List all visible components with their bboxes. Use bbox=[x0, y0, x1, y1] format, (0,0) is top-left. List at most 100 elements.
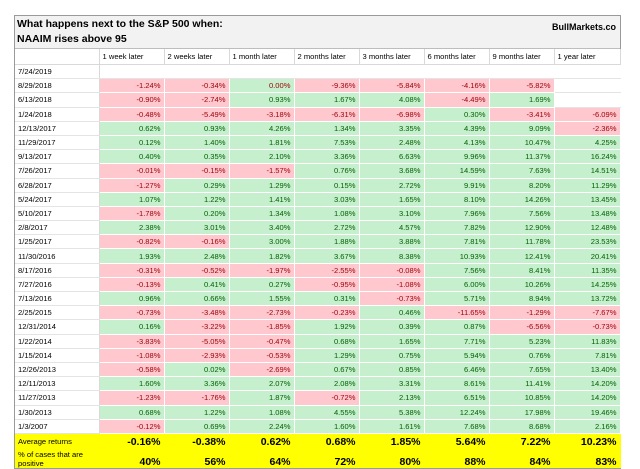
average-cell: 5.64% bbox=[424, 433, 490, 450]
return-cell: -1.76% bbox=[164, 390, 230, 406]
row-date: 7/13/2016 bbox=[15, 291, 100, 307]
sheet-header: What happens next to the S&P 500 when: N… bbox=[15, 16, 620, 49]
return-cell: -0.72% bbox=[294, 390, 360, 406]
return-cell: 2.16% bbox=[554, 419, 621, 434]
return-cell: 1.07% bbox=[99, 192, 165, 207]
return-cell: 13.72% bbox=[554, 291, 621, 307]
return-cell: 7.81% bbox=[424, 234, 490, 250]
row-date: 8/29/2018 bbox=[15, 78, 100, 94]
return-cell: -2.93% bbox=[164, 348, 230, 363]
return-cell: 3.36% bbox=[164, 376, 230, 392]
return-cell: 11.35% bbox=[554, 263, 621, 278]
return-cell: 11.78% bbox=[489, 234, 555, 250]
return-cell: 5.71% bbox=[424, 291, 490, 307]
row-date: 8/17/2016 bbox=[15, 263, 100, 278]
return-cell: 0.00% bbox=[229, 78, 295, 94]
return-cell: 1.08% bbox=[294, 206, 360, 222]
return-cell: 1.92% bbox=[294, 319, 360, 335]
return-cell: -6.31% bbox=[294, 107, 360, 122]
return-cell: 12.24% bbox=[424, 405, 490, 420]
return-cell: 13.40% bbox=[554, 362, 621, 378]
table-row: 6/13/2018 -0.90% -2.74% 0.93% 1.67% 4.08% -4.4… bbox=[15, 92, 621, 108]
return-cell: 7.96% bbox=[424, 206, 490, 222]
row-date: 12/26/2013 bbox=[15, 362, 100, 378]
return-cell: 2.24% bbox=[229, 419, 295, 434]
return-cell: 0.76% bbox=[489, 348, 555, 363]
returns-table: 1 week later 2 weeks later 1 month later 2 … bbox=[15, 49, 621, 468]
column-header: 6 months later bbox=[424, 49, 490, 65]
average-row: Average returns -0.16% -0.38% 0.62% 0.68% 1.8… bbox=[15, 433, 621, 450]
return-cell: 0.31% bbox=[294, 291, 360, 307]
return-cell: -1.85% bbox=[229, 319, 295, 335]
return-cell: 7.81% bbox=[554, 348, 621, 363]
return-cell: 9.91% bbox=[424, 178, 490, 193]
return-cell: 0.27% bbox=[229, 277, 295, 293]
average-cell: -0.16% bbox=[99, 433, 165, 450]
return-cell: -1.57% bbox=[229, 163, 295, 179]
return-cell: 0.85% bbox=[359, 362, 425, 378]
return-cell: 8.38% bbox=[359, 248, 425, 264]
return-cell: -11.65% bbox=[424, 305, 490, 321]
return-cell: 4.25% bbox=[554, 135, 621, 151]
row-date: 11/29/2017 bbox=[15, 135, 100, 151]
row-date: 12/13/2017 bbox=[15, 121, 100, 136]
return-cell: 1.81% bbox=[229, 135, 295, 151]
table-row: 6/28/2017 -1.27% 0.29% 1.29% 0.15% 2.72% 9.91%… bbox=[15, 178, 621, 193]
return-cell: 9.96% bbox=[424, 149, 490, 165]
return-cell: 9.09% bbox=[489, 121, 555, 136]
table-row: 5/24/2017 1.07% 1.22% 1.41% 3.03% 1.65% 8.10% 1… bbox=[15, 192, 621, 207]
return-cell: 7.56% bbox=[424, 263, 490, 278]
table-row: 1/3/2007 -0.12% 0.69% 2.24% 1.60% 1.61% 7.68% 8… bbox=[15, 419, 621, 434]
return-cell: 3.10% bbox=[359, 206, 425, 222]
return-cell: -9.36% bbox=[294, 78, 360, 94]
table-row: 9/13/2017 0.40% 0.35% 2.10% 3.36% 6.63% 9.96% 1… bbox=[15, 149, 621, 165]
table-row: 1/15/2014 -1.08% -2.93% -0.53% 1.29% 0.75% 5.9… bbox=[15, 348, 621, 363]
return-cell: 0.02% bbox=[164, 362, 230, 378]
table-row: 7/26/2017 -0.01% -0.15% -1.57% 0.76% 3.68% 14.… bbox=[15, 163, 621, 179]
return-cell bbox=[294, 64, 360, 80]
return-cell: -3.41% bbox=[489, 107, 555, 122]
column-header-row: 1 week later 2 weeks later 1 month later 2 … bbox=[15, 49, 621, 65]
return-cell: -0.53% bbox=[229, 348, 295, 363]
return-cell: 1.34% bbox=[229, 206, 295, 222]
return-cell: 1.60% bbox=[99, 376, 165, 392]
return-cell: -1.27% bbox=[99, 178, 165, 193]
return-cell: 6.46% bbox=[424, 362, 490, 378]
return-cell: 0.67% bbox=[294, 362, 360, 378]
return-cell: 0.93% bbox=[164, 121, 230, 136]
return-cell: 3.31% bbox=[359, 376, 425, 392]
percent-positive-row: % of cases that are positive 40% 56% 64% 72%… bbox=[15, 449, 621, 468]
return-cell: 1.34% bbox=[294, 121, 360, 136]
return-cell: -2.74% bbox=[164, 92, 230, 108]
return-cell: 1.88% bbox=[294, 234, 360, 250]
return-cell: 2.07% bbox=[229, 376, 295, 392]
return-cell: 2.72% bbox=[359, 178, 425, 193]
table-row: 8/29/2018 -1.24% -0.34% 0.00% -9.36% -5.84% -4… bbox=[15, 78, 621, 94]
return-cell: -0.82% bbox=[99, 234, 165, 250]
return-cell: 0.29% bbox=[164, 178, 230, 193]
return-cell bbox=[554, 92, 621, 108]
return-cell: 1.41% bbox=[229, 192, 295, 207]
return-cell: 0.30% bbox=[424, 107, 490, 122]
return-cell: 0.46% bbox=[359, 305, 425, 321]
return-cell bbox=[489, 64, 555, 80]
table-row: 11/30/2016 1.93% 2.48% 1.82% 3.67% 8.38% 10.93… bbox=[15, 248, 621, 264]
percent-positive-cell: 88% bbox=[424, 449, 490, 468]
return-cell: 3.88% bbox=[359, 234, 425, 250]
return-cell bbox=[424, 64, 490, 80]
return-cell: 0.15% bbox=[294, 178, 360, 193]
return-cell: 17.98% bbox=[489, 405, 555, 420]
row-date: 1/22/2014 bbox=[15, 334, 100, 349]
return-cell: 1.67% bbox=[294, 92, 360, 108]
return-cell: 6.00% bbox=[424, 277, 490, 293]
table-row: 1/30/2013 0.68% 1.22% 1.08% 4.55% 5.38% 12.24%… bbox=[15, 405, 621, 420]
return-cell: -0.90% bbox=[99, 92, 165, 108]
return-cell: 0.16% bbox=[99, 319, 165, 335]
column-header: 1 week later bbox=[99, 49, 165, 65]
return-cell: 7.63% bbox=[489, 163, 555, 179]
table-row: 7/13/2016 0.96% 0.66% 1.55% 0.31% -0.73% 5.71%… bbox=[15, 291, 621, 307]
row-date: 12/31/2014 bbox=[15, 319, 100, 335]
return-cell: 2.48% bbox=[359, 135, 425, 151]
return-cell: 5.38% bbox=[359, 405, 425, 420]
return-cell: 0.76% bbox=[294, 163, 360, 179]
